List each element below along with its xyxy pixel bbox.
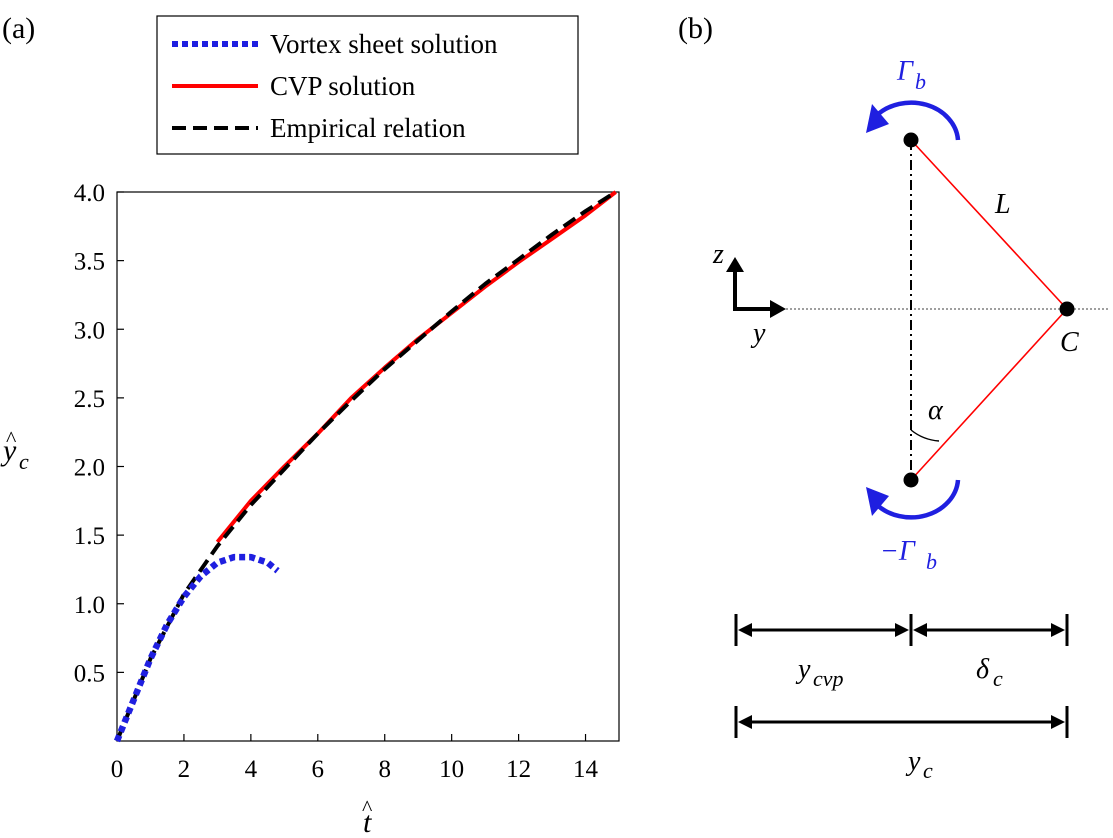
gamma-top-symbol: Γ (896, 56, 914, 87)
gamma-top-label: Γ b (896, 56, 926, 94)
x-tick-label: 2 (178, 756, 191, 783)
panel-a: (a) Vortex sheet solution CVP solution E… (0, 12, 620, 838)
y-axis-label: y ^ c (0, 426, 29, 474)
legend-label-vortex-sheet: Vortex sheet solution (270, 29, 498, 59)
point-c (1059, 301, 1075, 317)
y-axis: 0.5 1.0 1.5 2.0 2.5 3.0 3.5 4.0 (74, 180, 124, 687)
top-circulation-arrowhead (866, 104, 889, 133)
deltac-symbol: δ (976, 654, 990, 685)
y-tick-label: 1.5 (74, 523, 105, 550)
y-tick-label: 0.5 (74, 660, 105, 687)
top-vortex-point (903, 132, 919, 148)
yc-label: y c (905, 746, 933, 783)
bottom-circulation-arrowhead (866, 487, 889, 516)
ycvp-symbol: y (795, 654, 811, 685)
y-tick-label: 3.0 (74, 317, 105, 344)
y-axis-label-hat: ^ (6, 426, 17, 451)
x-axis-label-hat: ^ (362, 795, 373, 820)
y-tick-label: 4.0 (74, 180, 105, 207)
angle-arc (910, 429, 940, 442)
dimension-ycvp (734, 614, 1069, 646)
angle-label: α (928, 395, 944, 426)
series-line-empirical-relation (115, 190, 617, 742)
panel-b: (b) Γ b −Γ b L C α (678, 12, 1110, 783)
x-tick-label: 14 (573, 756, 599, 783)
legend: Vortex sheet solution CVP solution Empir… (156, 15, 579, 155)
series-layer (113, 190, 617, 743)
panel-a-label: (a) (2, 12, 35, 45)
x-tick-label: 12 (506, 756, 531, 783)
ycvp-sub: cvp (813, 666, 844, 691)
y-tick-label: 1.0 (74, 592, 105, 619)
line-bottom-to-c (910, 308, 1068, 481)
line-top-to-c (910, 139, 1068, 310)
y-axis-label-y: y (0, 434, 17, 467)
x-tick-label: 8 (378, 756, 391, 783)
y-axis-arrowhead (770, 300, 786, 318)
panel-b-label: (b) (678, 12, 713, 45)
gamma-bottom-label: −Γ b (880, 536, 937, 574)
top-circulation-arrow (874, 100, 961, 141)
bottom-vortex-point (903, 472, 919, 488)
x-tick-label: 10 (439, 756, 464, 783)
dimension-yc (734, 706, 1069, 738)
y-tick-label: 2.0 (74, 455, 105, 482)
bottom-circulation-arrow (874, 479, 961, 520)
y-tick-label: 2.5 (74, 386, 105, 413)
x-tick-label: 0 (111, 756, 124, 783)
y-axis-label: y (750, 318, 766, 349)
legend-label-cvp: CVP solution (270, 71, 416, 101)
y-tick-label: 3.5 (74, 249, 105, 276)
x-tick-label: 6 (312, 756, 325, 783)
gamma-top-sub: b (915, 69, 926, 94)
x-axis: 0 2 4 6 8 10 12 14 (111, 734, 599, 783)
x-tick-label: 4 (245, 756, 258, 783)
z-axis-label: z (712, 239, 724, 270)
length-label: L (994, 189, 1011, 220)
deltac-sub: c (993, 666, 1003, 691)
series-line-cvp-solution (215, 190, 617, 544)
series-line-vortex-sheet-solution (113, 553, 280, 743)
deltac-label: δ c (976, 654, 1003, 691)
z-axis-arrowhead (726, 257, 744, 272)
yc-sub: c (923, 758, 933, 783)
gamma-bottom-sub: b (926, 549, 937, 574)
gamma-bottom-symbol: −Γ (880, 536, 916, 567)
yc-symbol: y (905, 746, 921, 777)
y-axis-label-sub-c: c (19, 449, 29, 474)
x-axis-label: t ^ (362, 795, 373, 838)
plot-area (116, 191, 620, 742)
point-c-label: C (1060, 327, 1079, 358)
legend-label-empirical: Empirical relation (270, 113, 466, 143)
x-axis-label-t: t (363, 806, 372, 838)
ycvp-label: y cvp (795, 654, 844, 691)
